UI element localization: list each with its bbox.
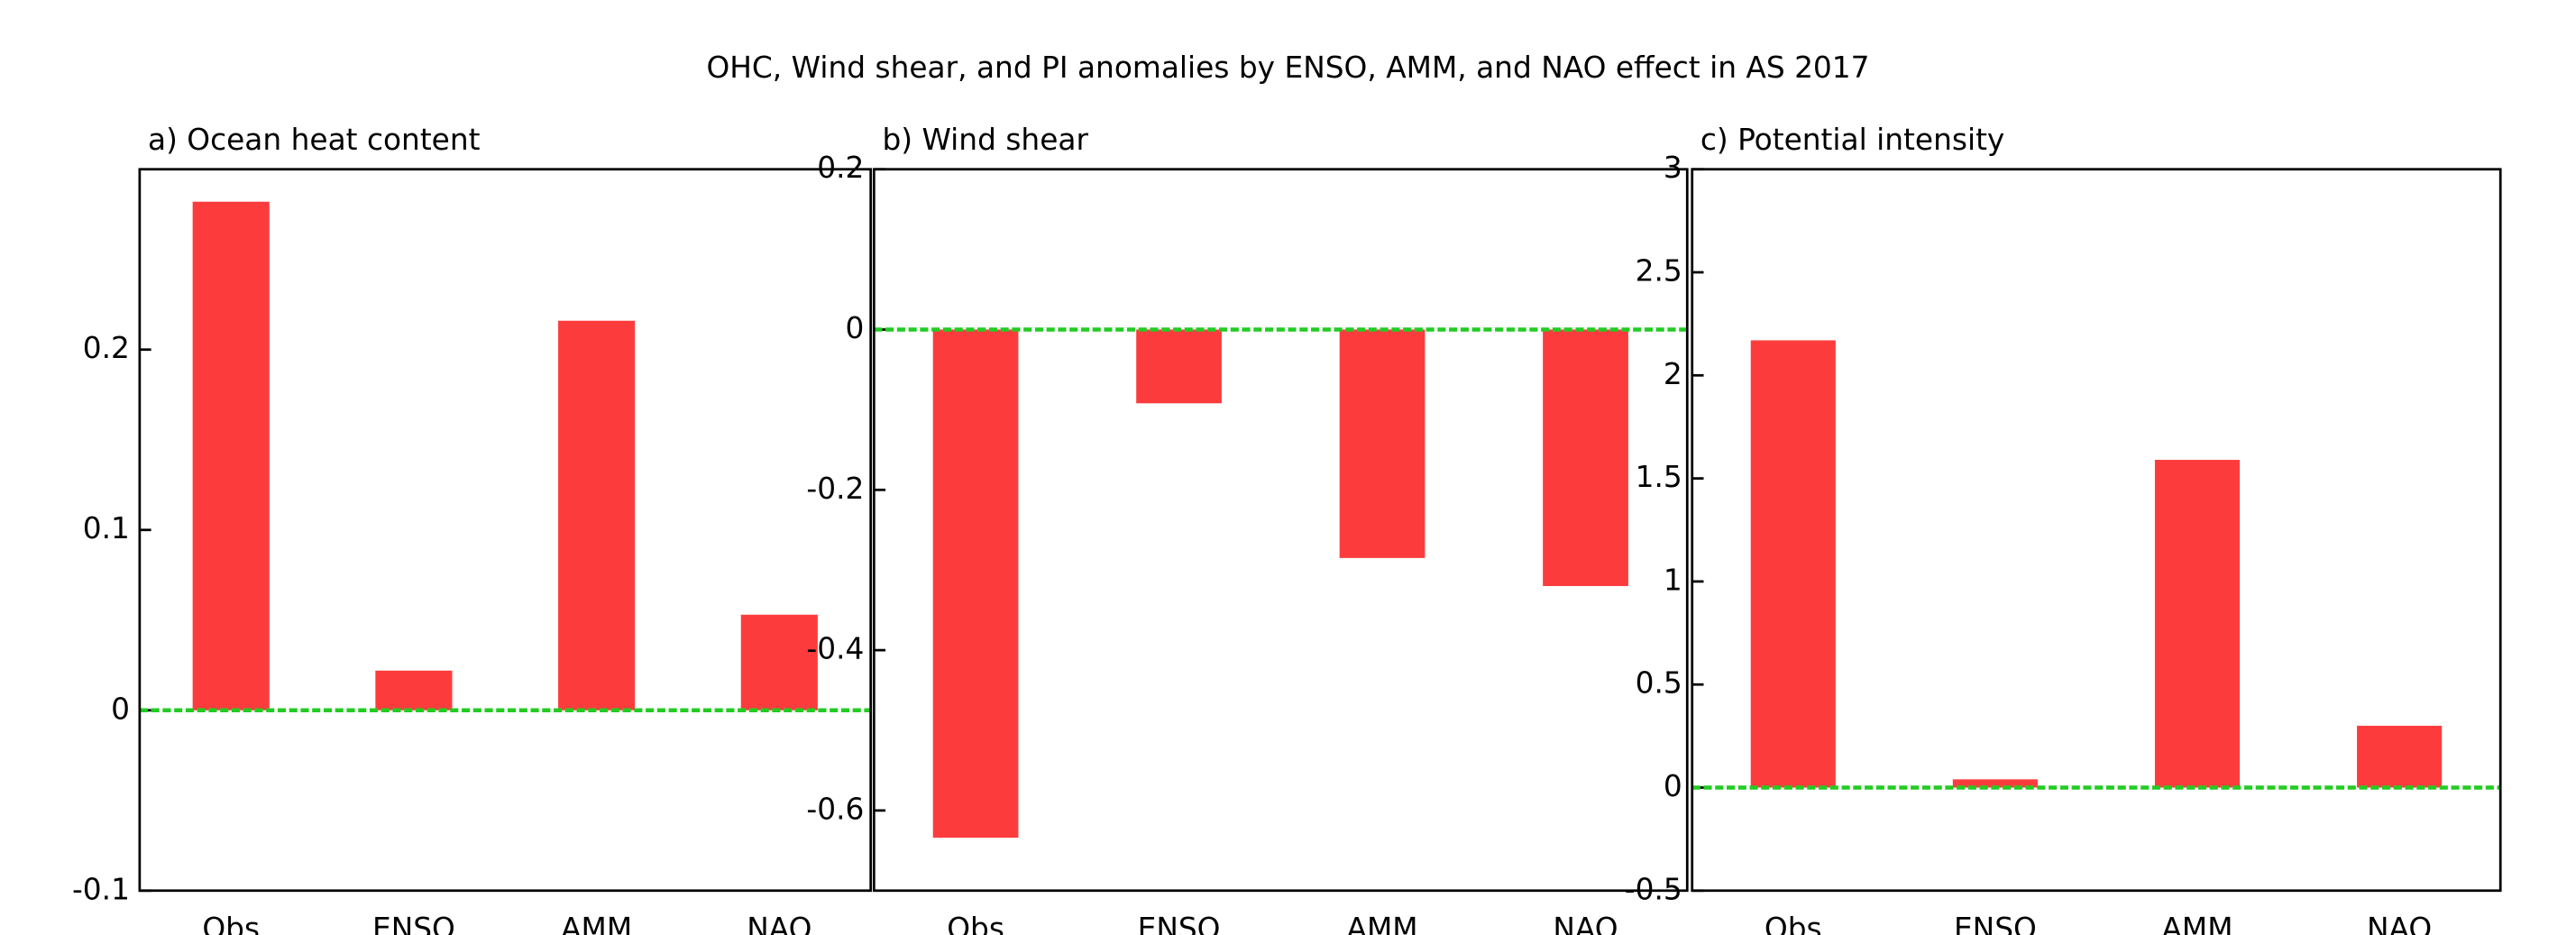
x-tick-label: Obs [1765,912,1822,935]
subplot-title: a) Ocean heat content [148,123,481,157]
bar [1952,779,2038,788]
plot-frame [872,168,1689,893]
x-tick-label: AMM [2162,912,2233,935]
plot-frame [138,168,873,893]
y-tick-label: 0.5 [1636,666,1682,701]
x-tick-label: ENSO [1954,912,2037,935]
x-tick-label: NAO [2367,912,2432,935]
bar [558,320,636,710]
x-tick-label: AMM [561,912,632,935]
bar [1136,329,1222,404]
subplot-title: c) Potential intensity [1701,123,2005,157]
bar [192,201,270,710]
x-tick-label: Obs [947,912,1004,935]
x-tick-label: NAO [747,912,811,935]
y-tick-label: 0.2 [817,151,864,185]
x-tick-label: ENSO [372,912,455,935]
bar [932,329,1019,839]
x-tick-label: NAO [1553,912,1618,935]
y-tick-label: 0.1 [83,511,130,545]
plot-frame [1691,168,2502,893]
y-tick-label: 0 [111,692,130,726]
bar [375,670,453,710]
y-tick-label: -0.4 [806,632,864,666]
y-tick-label: 0.2 [83,331,130,365]
bar [2357,725,2443,788]
y-tick-label: 2.5 [1636,254,1682,289]
x-tick-label: ENSO [1138,912,1221,935]
bar [740,614,818,710]
bar [1339,329,1426,558]
subplot-title: b) Wind shear [882,123,1088,157]
y-tick-label: 3 [1664,151,1682,185]
x-tick-label: Obs [202,912,260,935]
y-tick-label: -0.2 [806,472,864,506]
y-tick-label: -0.1 [72,872,130,906]
bar [1543,329,1628,586]
y-tick-label: 2 [1664,357,1682,391]
x-tick-label: AMM [1347,912,1418,935]
y-tick-label: 1.5 [1636,460,1682,494]
y-tick-label: -0.5 [1625,872,1682,906]
y-tick-label: 0 [846,311,865,345]
y-tick-label: 0 [1664,769,1682,803]
bar [1750,340,1836,788]
y-tick-label: -0.6 [806,792,864,826]
figure-title: OHC, Wind shear, and PI anomalies by ENS… [706,50,1869,85]
bar [2154,460,2241,788]
y-tick-label: 1 [1664,563,1682,597]
